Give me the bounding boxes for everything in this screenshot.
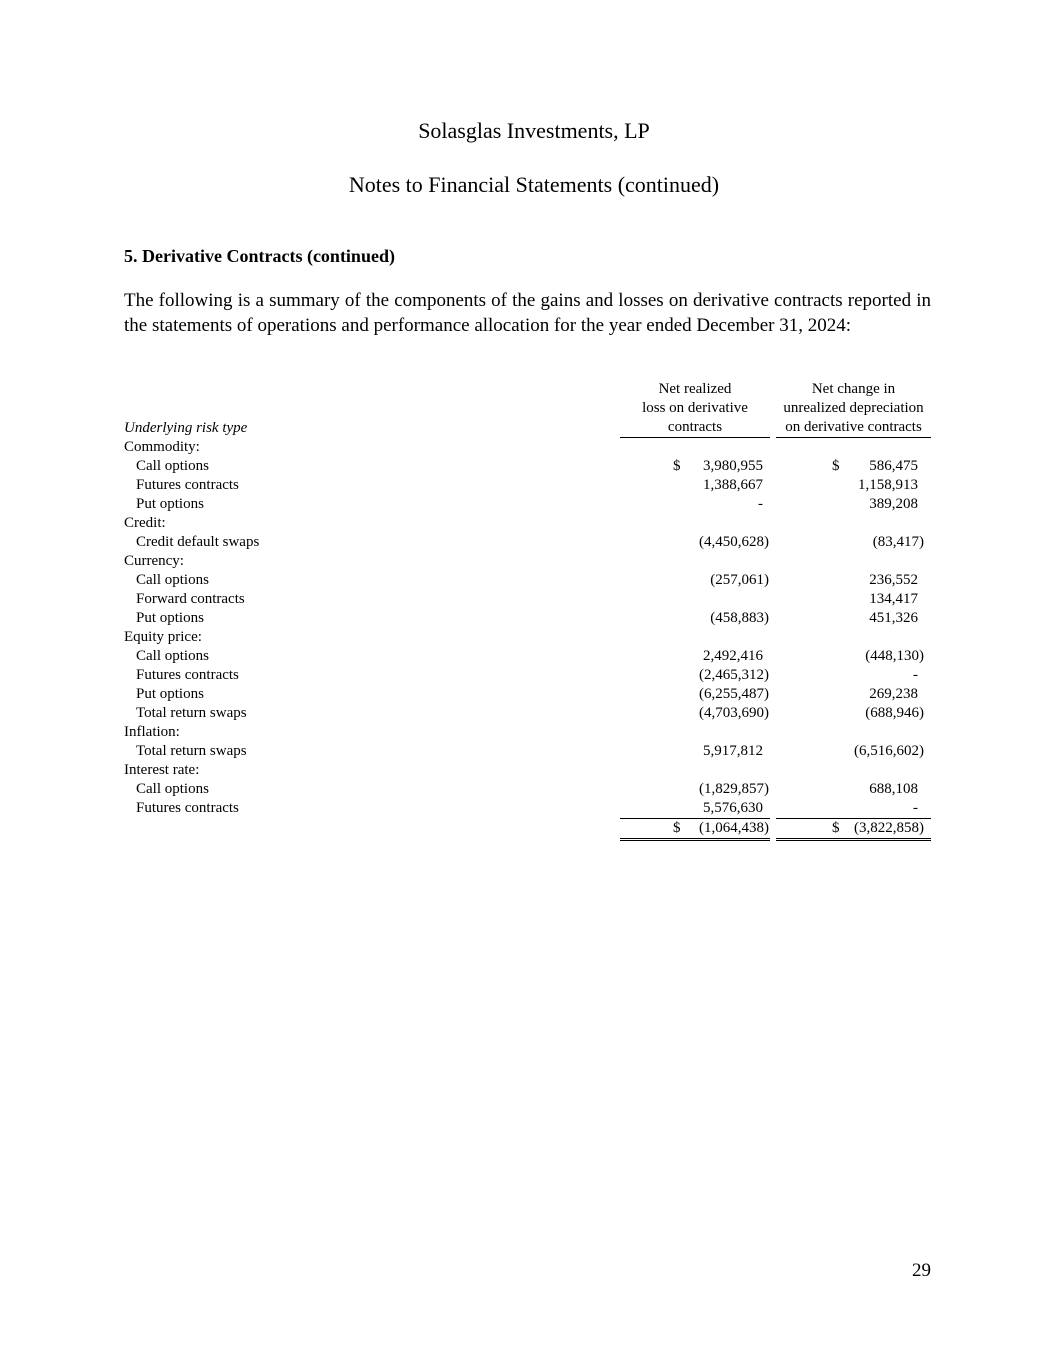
intro-paragraph: The following is a summary of the compon… [124, 290, 931, 336]
value: 688,108 [869, 781, 918, 797]
value: 236,552 [869, 572, 918, 588]
currency-symbol: $ [673, 458, 681, 474]
value: (688,946) [865, 705, 924, 721]
table-row: Total return swaps 5,917,812 (6,516,602) [124, 742, 931, 761]
table-row: Call options $3,980,955 $586,475 [124, 457, 931, 476]
value: (4,703,690) [699, 705, 769, 721]
table-row: Credit default swaps (4,450,628) (83,417) [124, 533, 931, 552]
col2-header-line: on derivative contracts [785, 419, 922, 435]
col1-header-line: Net realized [658, 381, 732, 397]
group-row: Credit: [124, 514, 931, 533]
row-label: Equity price: [124, 629, 202, 645]
row-label: Call options [136, 781, 209, 797]
table-row: Call options (257,061) 236,552 [124, 571, 931, 590]
row-label: Futures contracts [136, 667, 239, 683]
value: (1,064,438) [699, 820, 769, 836]
table-row: Call options 2,492,416 (448,130) [124, 647, 931, 666]
table-row: Put options - 389,208 [124, 495, 931, 514]
value: 2,492,416 [703, 648, 763, 664]
row-label: Interest rate: [124, 762, 200, 778]
value: - [758, 496, 763, 512]
col2-header-line: Net change in [811, 381, 896, 397]
value: 451,326 [869, 610, 918, 626]
row-label: Commodity: [124, 439, 200, 455]
row-label: Put options [136, 496, 204, 512]
total-row: $ (1,064,438) $ (3,822,858) [124, 819, 931, 841]
row-label: Call options [136, 572, 209, 588]
value: 586,475 [869, 458, 918, 474]
currency-symbol: $ [832, 820, 840, 836]
col1-header-line: contracts [667, 419, 723, 435]
table-row: Put options (6,255,487) 269,238 [124, 685, 931, 704]
col1-header: Net realized loss on derivative contract… [620, 380, 770, 438]
table-row: Put options (458,883) 451,326 [124, 609, 931, 628]
value: 134,417 [869, 591, 918, 607]
value: (4,450,628) [699, 534, 769, 550]
value: 1,388,667 [703, 477, 763, 493]
row-label: Credit default swaps [136, 534, 260, 550]
table-row: Call options (1,829,857) 688,108 [124, 780, 931, 799]
value: (458,883) [710, 610, 769, 626]
value: 5,576,630 [703, 800, 763, 816]
group-row: Interest rate: [124, 761, 931, 780]
value: (1,829,857) [699, 781, 769, 797]
table-row: Forward contracts 134,417 [124, 590, 931, 609]
currency-symbol: $ [832, 458, 840, 474]
row-label: Inflation: [124, 724, 180, 740]
col2-header: Net change in unrealized depreciation on… [776, 380, 931, 438]
row-label: Call options [136, 648, 209, 664]
unrealized-change-cell: - [776, 799, 931, 819]
row-label: Currency: [124, 553, 184, 569]
group-row: Currency: [124, 552, 931, 571]
section-heading: 5. Derivative Contracts (continued) [124, 246, 395, 266]
row-label-header: Underlying risk type [124, 420, 248, 436]
value: 3,980,955 [703, 458, 763, 474]
value: 389,208 [869, 496, 918, 512]
row-label: Forward contracts [136, 591, 245, 607]
realized-loss-cell: 5,576,630 [620, 799, 770, 819]
value: (6,255,487) [699, 686, 769, 702]
derivative-gains-table: Underlying risk type Net realized loss o… [124, 381, 931, 841]
group-row: Inflation: [124, 723, 931, 742]
table-row: Futures contracts 1,388,667 1,158,913 [124, 476, 931, 495]
document-subtitle: Notes to Financial Statements (continued… [348, 172, 720, 197]
company-name: Solasglas Investments, LP [418, 118, 650, 143]
page-number: 29 [912, 1260, 931, 1281]
unrealized-change-cell: $ (3,822,858) [776, 819, 931, 841]
row-label: Futures contracts [136, 477, 239, 493]
value: 1,158,913 [858, 477, 918, 493]
col1-header-line: loss on derivative [642, 400, 748, 416]
value: 269,238 [869, 686, 918, 702]
table-row: Total return swaps (4,703,690) (688,946) [124, 704, 931, 723]
table-row: Futures contracts 5,576,630 - [124, 799, 931, 819]
value: (83,417) [872, 534, 924, 550]
row-label: Call options [136, 458, 209, 474]
group-row: Commodity: [124, 438, 931, 457]
value: (448,130) [865, 648, 924, 664]
group-row: Equity price: [124, 628, 931, 647]
value: 5,917,812 [703, 743, 763, 759]
table-row: Futures contracts (2,465,312) - [124, 666, 931, 685]
value: (257,061) [710, 572, 769, 588]
row-label: Total return swaps [136, 705, 247, 721]
row-label: Credit: [124, 515, 166, 531]
value: - [913, 667, 918, 683]
row-label: Put options [136, 610, 204, 626]
col2-header-line: unrealized depreciation [783, 400, 924, 416]
value: (6,516,602) [854, 743, 924, 759]
realized-loss-cell: $ (1,064,438) [620, 819, 770, 841]
row-label: Futures contracts [136, 800, 239, 816]
row-label: Put options [136, 686, 204, 702]
value: - [913, 800, 918, 816]
value: (2,465,312) [699, 667, 769, 683]
value: (3,822,858) [854, 820, 924, 836]
row-label: Total return swaps [136, 743, 247, 759]
table-header: Underlying risk type Net realized loss o… [124, 381, 931, 438]
currency-symbol: $ [673, 820, 681, 836]
